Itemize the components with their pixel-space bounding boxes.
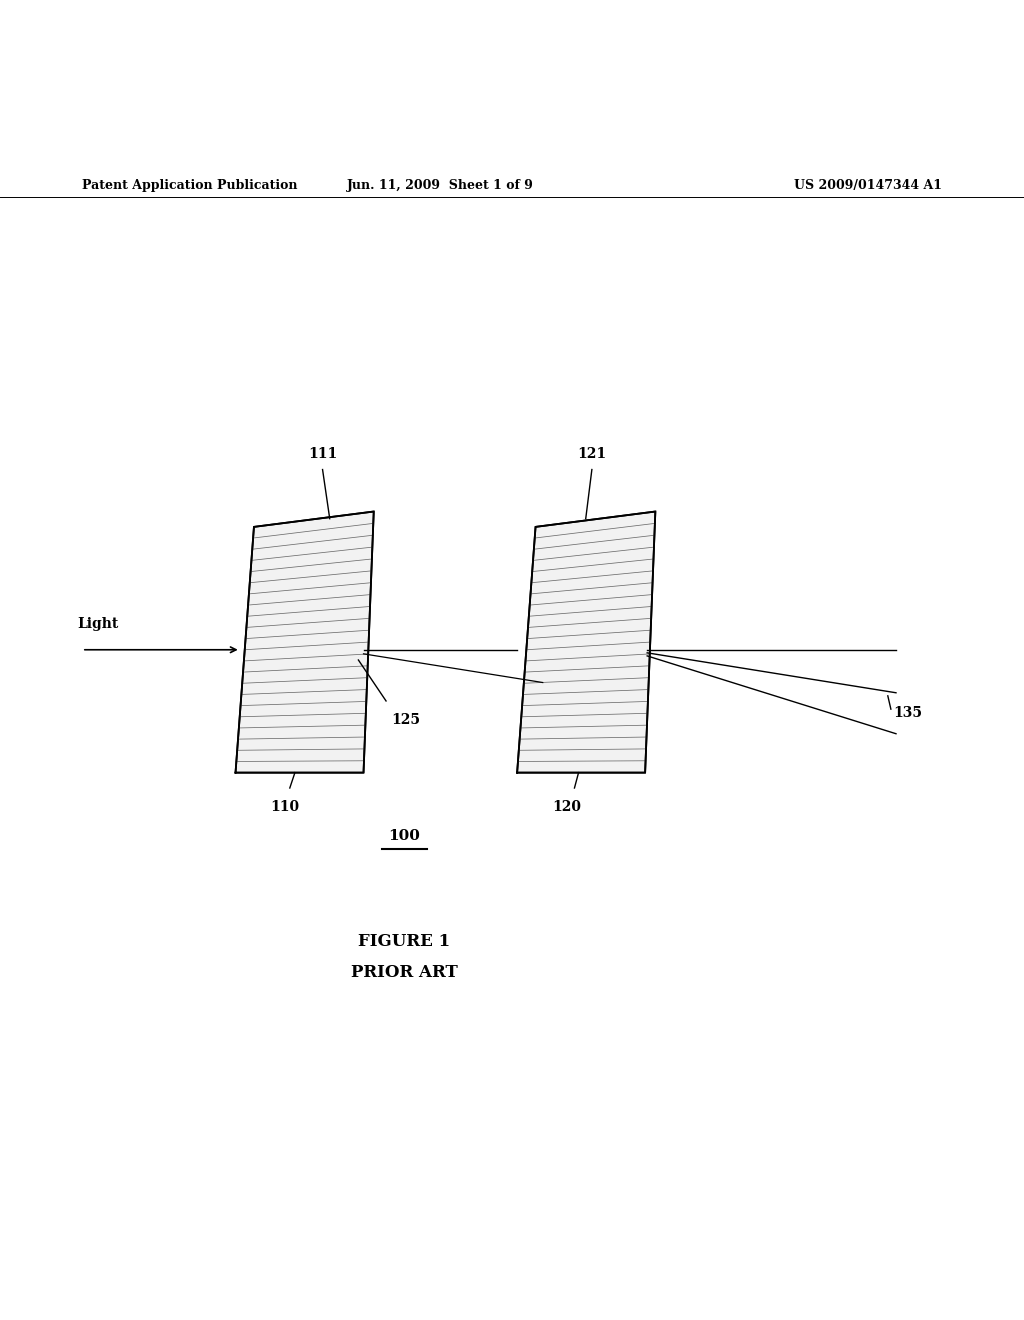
Text: 110: 110 (270, 800, 299, 814)
Text: 135: 135 (893, 706, 922, 721)
Text: 111: 111 (308, 447, 337, 462)
Text: 120: 120 (552, 800, 581, 814)
Text: Light: Light (77, 618, 118, 631)
Text: PRIOR ART: PRIOR ART (351, 964, 458, 981)
Text: Patent Application Publication: Patent Application Publication (82, 180, 297, 193)
Text: Jun. 11, 2009  Sheet 1 of 9: Jun. 11, 2009 Sheet 1 of 9 (347, 180, 534, 193)
Polygon shape (517, 512, 655, 772)
Text: 125: 125 (391, 713, 420, 727)
Text: US 2009/0147344 A1: US 2009/0147344 A1 (794, 180, 942, 193)
Text: FIGURE 1: FIGURE 1 (358, 933, 451, 950)
Polygon shape (236, 512, 374, 772)
Text: 100: 100 (388, 829, 421, 843)
Text: 121: 121 (578, 447, 606, 462)
